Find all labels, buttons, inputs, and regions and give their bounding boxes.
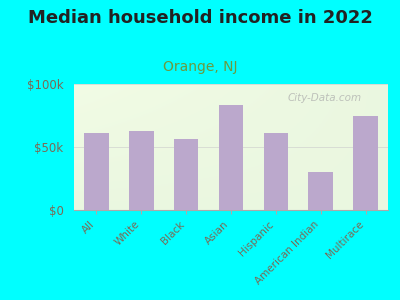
Text: Median household income in 2022: Median household income in 2022 [28, 9, 372, 27]
Text: Orange, NJ: Orange, NJ [163, 60, 237, 74]
Bar [308, 172, 333, 210]
Bar [219, 105, 243, 210]
Bar [174, 140, 198, 210]
Bar [264, 133, 288, 210]
Bar [129, 130, 154, 210]
Text: City-Data.com: City-Data.com [288, 93, 362, 103]
Bar [84, 133, 109, 210]
Bar [353, 116, 378, 210]
